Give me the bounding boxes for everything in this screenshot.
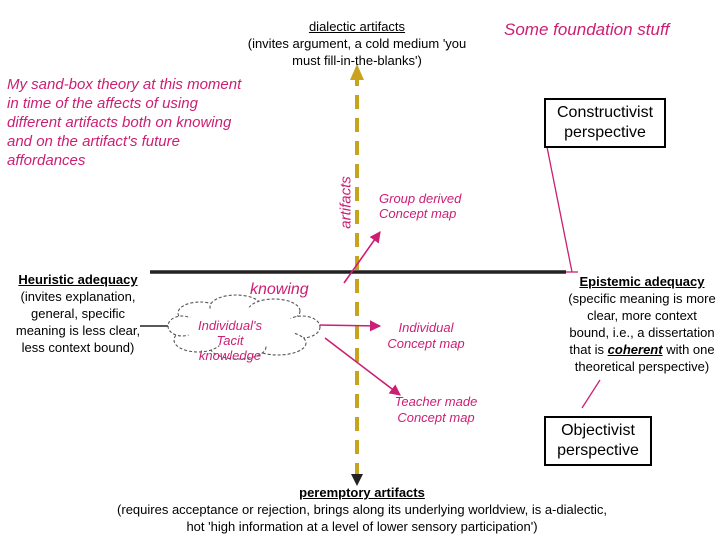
heuristic-description: (invites explanation, general, specific …: [15, 289, 141, 355]
horizontal-axis-label: knowing: [250, 281, 309, 298]
epistemic-description: (specific meaning is more clear, more co…: [568, 291, 716, 374]
bottom-axis-description: (requires acceptance or rejection, bring…: [117, 502, 607, 534]
teacher-concept-map: Teacher made Concept map: [394, 394, 478, 425]
foundation-link[interactable]: Some foundation stuff: [504, 20, 670, 39]
vertical-axis-bottom-arrowhead: [351, 474, 363, 486]
heuristic-adequacy: Heuristic adequacy (invites explanation,…: [6, 271, 150, 356]
objectivist-box: Objectivist perspective: [544, 416, 652, 466]
sandbox-note: My sand-box theory at this moment in tim…: [7, 76, 242, 169]
arrow-to-individual-map: [316, 320, 382, 332]
top-axis-title: dialectic artifacts: [308, 19, 406, 34]
tacit-knowledge: Individual's Tacit knowledge: [198, 318, 262, 363]
connector-epistemic-constructivist: [546, 146, 573, 273]
epistemic-adequacy: Epistemic adequacy (specific meaning is …: [566, 273, 718, 375]
bottom-axis-title: peremptory artifacts: [299, 485, 425, 500]
bottom-axis-label: peremptory artifacts (requires acceptanc…: [114, 484, 610, 535]
heuristic-title: Heuristic adequacy: [18, 272, 138, 287]
arrow-to-group-map: [343, 231, 381, 284]
vertical-axis-top-arrowhead: [350, 64, 364, 80]
constructivist-box: Constructivist perspective: [544, 98, 666, 148]
connector-epistemic-objectivist: [581, 379, 601, 409]
individual-concept-map: Individual Concept map: [387, 320, 465, 351]
arrow-to-teacher-map: [324, 337, 401, 396]
top-axis-description: (invites argument, a cold medium 'you mu…: [247, 36, 467, 68]
epistemic-coherent: coherent: [607, 342, 663, 357]
group-concept-map: Group derived Concept map: [379, 191, 462, 221]
tacit-cloud: [167, 294, 321, 360]
epistemic-title: Epistemic adequacy: [579, 274, 705, 289]
top-axis-label: dialectic artifacts (invites argument, a…: [232, 18, 482, 69]
vertical-axis-label: artifacts: [337, 176, 355, 229]
